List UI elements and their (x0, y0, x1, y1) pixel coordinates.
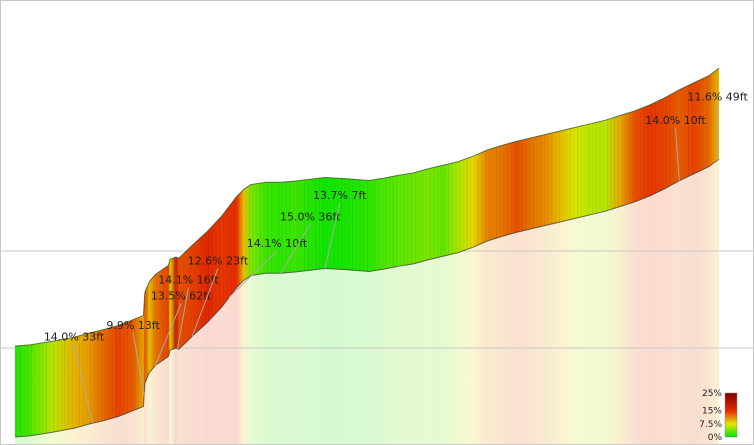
annotation-label: 9.9% 13ft (106, 319, 160, 332)
grade-annotation: 14.1% 10ft (228, 237, 308, 298)
grade-annotation: 11.6% 49ft (687, 91, 748, 161)
legend-label: 15% (702, 407, 722, 417)
annotation-label: 13.7% 7ft (313, 189, 367, 202)
annotation-leader-line (176, 287, 189, 349)
legend-label: 7.5% (699, 420, 722, 430)
annotation-leader-line (191, 268, 219, 337)
annotation-label: 14.0% 33ft (44, 330, 105, 343)
legend-label: 25% (702, 389, 722, 399)
annotation-label: 14.0% 10ft (645, 114, 706, 127)
annotation-leader-line (280, 224, 311, 274)
annotation-label: 15.0% 36ft (280, 211, 341, 224)
profile-side-face (15, 68, 720, 437)
annotation-leader-line (228, 250, 278, 298)
annotation-label: 13.5% 62ft (151, 290, 212, 303)
annotation-label: 11.6% 49ft (687, 91, 748, 104)
annotation-label: 12.6% 23ft (188, 254, 249, 267)
annotation-leader-line (132, 332, 145, 395)
grade-annotation: 15.0% 36ft (280, 211, 341, 274)
annotation-label: 14.1% 10ft (247, 237, 308, 250)
legend-label: 0% (708, 433, 723, 443)
grade-annotation: 13.5% 62ft (151, 290, 212, 366)
legend-color-bar (724, 392, 738, 438)
annotation-leader-line (73, 344, 93, 424)
grade-annotation: 14.1% 16ft (158, 274, 219, 349)
annotation-leader-line (675, 127, 680, 181)
annotation-label: 14.1% 16ft (158, 274, 219, 287)
profile-side-area (15, 68, 720, 437)
grade-annotation: 9.9% 13ft (106, 319, 160, 395)
annotation-leader-line (154, 303, 182, 366)
annotation-leader-line (324, 202, 341, 269)
grade-annotation: 13.7% 7ft (313, 189, 367, 269)
profile-back-edge (14, 67, 720, 347)
grade-legend: 25% 15% 7.5% 0% (699, 389, 738, 443)
grade-annotation: 14.0% 10ft (645, 114, 706, 181)
grade-annotation: 12.6% 23ft (188, 254, 249, 337)
grade-annotation: 14.0% 33ft (44, 330, 105, 424)
